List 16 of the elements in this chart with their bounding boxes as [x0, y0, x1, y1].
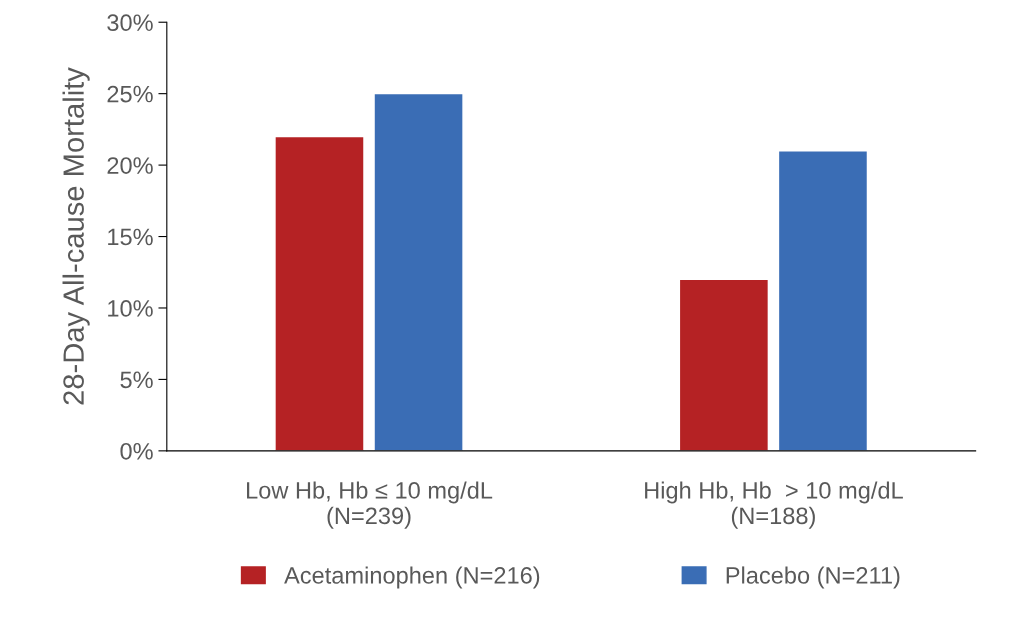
y-tick-label: 20% — [107, 157, 153, 174]
bar — [678, 278, 770, 451]
x-tick-label: High Hb, Hb > 10 mg/dL (N=188) — [645, 481, 903, 529]
y-tick-label: 30% — [107, 14, 153, 32]
y-tick-label: 5% — [120, 371, 153, 389]
bar — [373, 92, 464, 451]
y-tick-label: 10% — [108, 300, 153, 317]
bar — [274, 135, 365, 451]
y-tick-label: 0% — [120, 442, 153, 460]
y-axis-title: 28-Day All-cause Mortality — [62, 67, 90, 405]
y-tick-label: 25% — [107, 85, 153, 103]
legend-label: Placebo (N=211) — [726, 566, 900, 589]
y-tick-label: 15% — [108, 228, 153, 246]
legend-label: Acetaminophen (N=216) — [284, 566, 540, 589]
x-tick-label: Low Hb, Hb ≤ 10 mg/dL (N=239) — [247, 481, 493, 529]
bar — [777, 150, 869, 451]
